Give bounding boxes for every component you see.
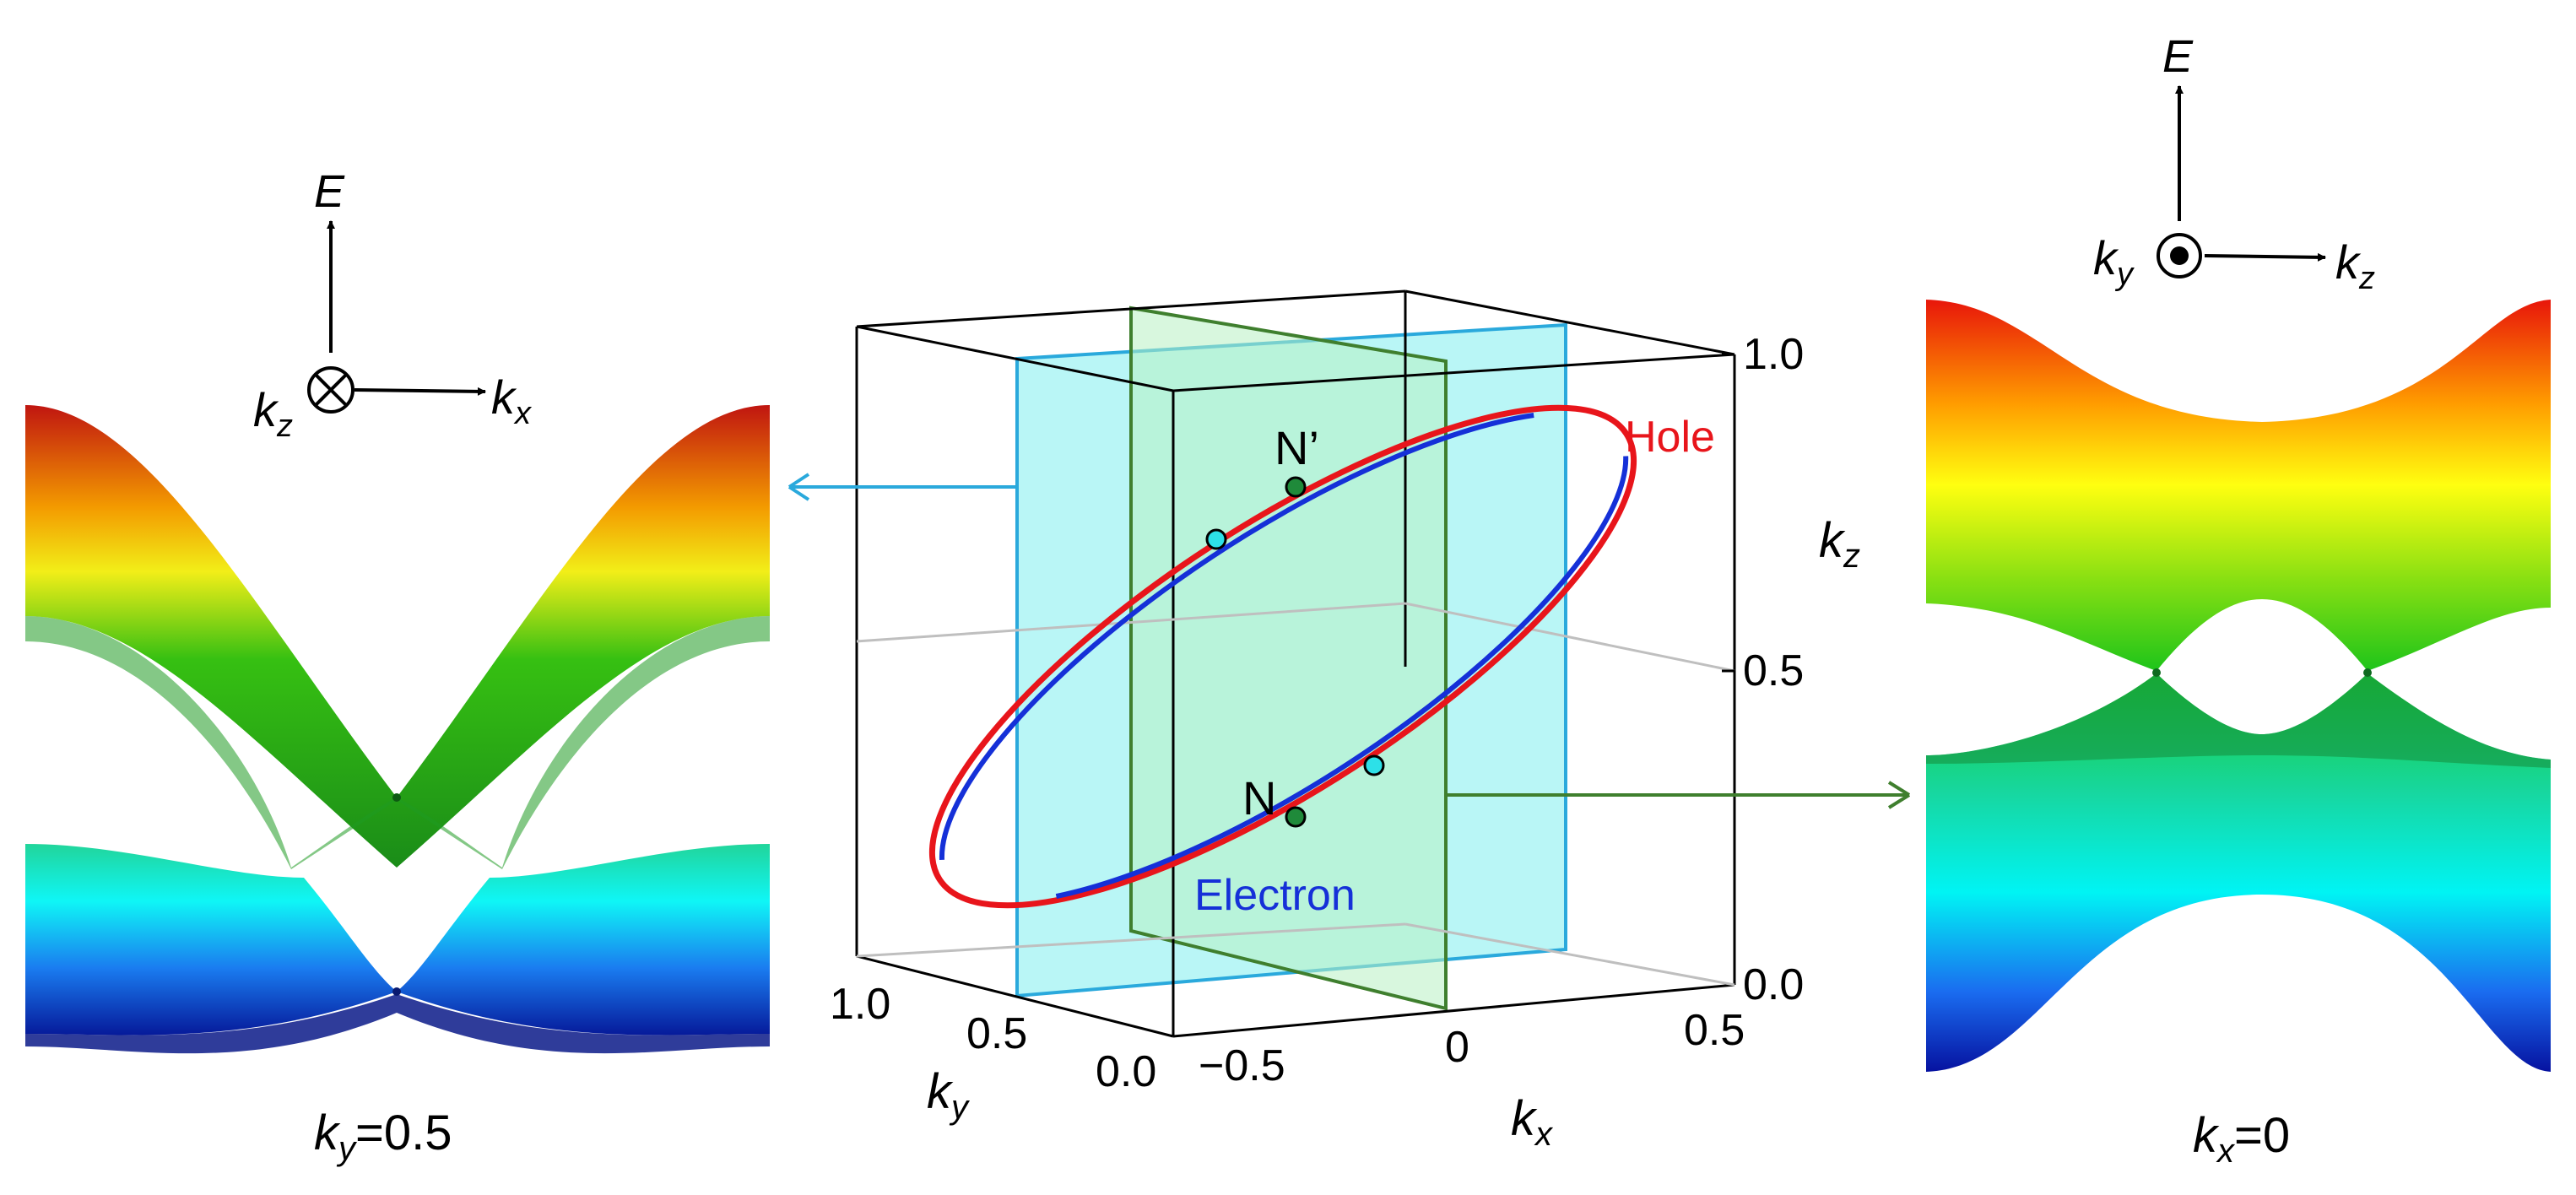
x-tick-label-05: 0.5 <box>1684 1006 1745 1055</box>
right-e-label: E <box>2162 31 2194 82</box>
left-upper-band <box>25 405 770 868</box>
weyl-point-lower <box>1363 754 1385 776</box>
right-out-of-page-dot <box>2170 246 2189 265</box>
x-axis-label: kx <box>1511 1091 1554 1153</box>
y-tick-label-05: 0.5 <box>966 1009 1027 1058</box>
label-hole: Hole <box>1625 413 1715 462</box>
z-axis-label: kz <box>1819 513 1860 575</box>
right-panel: E ky kz kx=0 <box>1926 31 2551 1170</box>
right-lower-band <box>1926 673 2551 1072</box>
right-upper-band <box>1926 300 2551 671</box>
z-tick-label-0: 0.0 <box>1743 960 1804 1009</box>
x-tick-label-0: 0 <box>1445 1023 1469 1072</box>
left-kx-label: kx <box>491 370 533 431</box>
right-weyl-node-left <box>2152 668 2161 677</box>
left-into-page-cross-b <box>314 373 348 407</box>
left-kz-label: kz <box>253 383 293 444</box>
left-e-label: E <box>314 166 345 217</box>
right-kz-label: kz <box>2335 235 2375 296</box>
left-upper-band-face <box>25 616 770 869</box>
right-out-of-page-symbol <box>2157 233 2202 278</box>
cyan-plane-pointer-head <box>787 473 810 501</box>
y-tick-label-0: 0.0 <box>1096 1047 1156 1096</box>
green-plane <box>1129 306 1448 1011</box>
left-weyl-node-lower <box>392 987 401 996</box>
box-midplane-lines <box>856 602 1735 987</box>
left-caption: ky=0.5 <box>314 1106 452 1167</box>
node-n-prime <box>1285 476 1307 498</box>
right-caption: kx=0 <box>2193 1108 2290 1170</box>
y-tick-label-1: 1.0 <box>830 980 890 1029</box>
ring-electron-segment-upper <box>939 413 1534 861</box>
left-lower-band-shadow <box>25 994 770 1054</box>
y-axis-label: ky <box>927 1064 971 1126</box>
left-lower-band <box>25 844 770 1035</box>
left-into-page-symbol <box>307 366 354 414</box>
right-kz-axis <box>2204 252 2326 262</box>
left-kx-axis <box>354 387 486 396</box>
green-plane-pointer-head <box>1887 781 1911 809</box>
right-ky-label: ky <box>2093 231 2135 292</box>
z-tick-label-05: 0.5 <box>1743 646 1804 695</box>
weyl-point-upper <box>1205 528 1227 550</box>
node-n <box>1285 806 1307 828</box>
left-panel: E kz kx ky=0.5 <box>25 166 770 1167</box>
z-tick-label-1: 1.0 <box>1743 330 1804 379</box>
label-electron: Electron <box>1194 871 1356 920</box>
right-weyl-node-right <box>2363 668 2372 677</box>
ring-electron-segment-lower <box>1055 456 1629 900</box>
left-weyl-node-upper <box>392 793 401 802</box>
right-lower-band-top-face <box>1926 673 2551 768</box>
x-tick-label-neg05: −0.5 <box>1199 1041 1285 1090</box>
label-n-prime: N’ <box>1274 421 1319 474</box>
center-brillouin-box: N’ N Hole Electron 1.0 0.5 0.0 kz 1.0 0.… <box>787 289 1911 1153</box>
label-n: N <box>1242 771 1276 825</box>
